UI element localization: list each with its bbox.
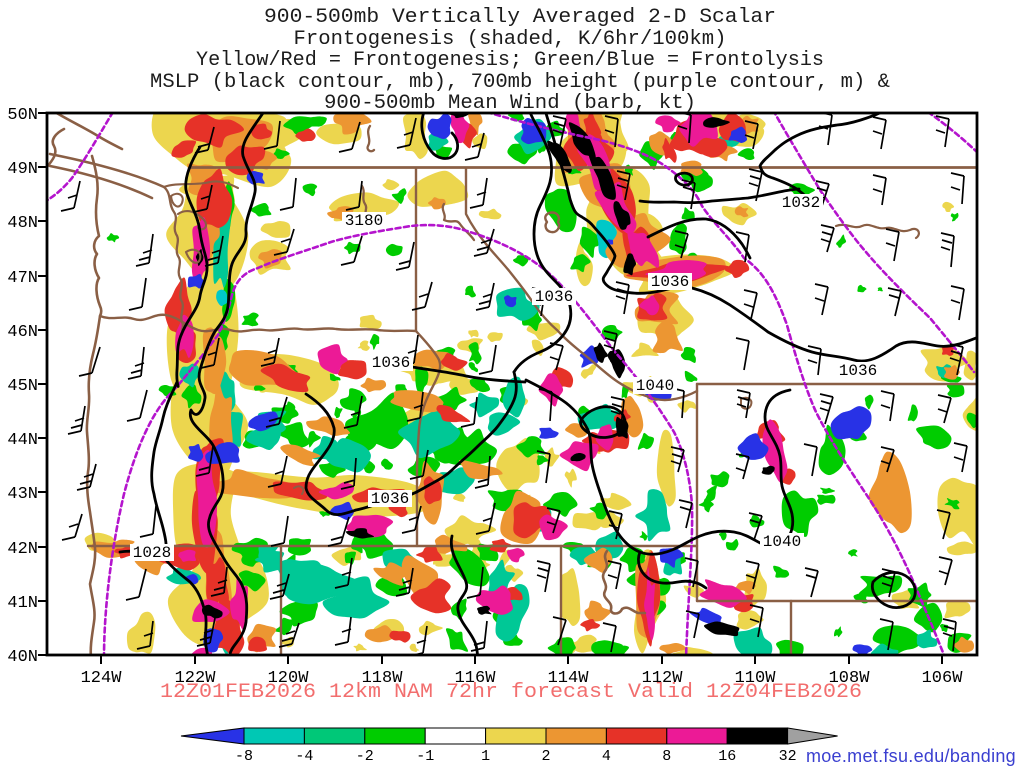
svg-text:16: 16 — [718, 748, 736, 765]
svg-text:1036: 1036 — [372, 354, 410, 372]
svg-text:8: 8 — [662, 748, 671, 765]
svg-text:-8: -8 — [235, 748, 253, 765]
svg-text:112W: 112W — [642, 669, 684, 688]
svg-text:118W: 118W — [362, 669, 404, 688]
svg-text:122W: 122W — [175, 669, 217, 688]
svg-text:moe.met.fsu.edu/banding: moe.met.fsu.edu/banding — [806, 746, 1016, 766]
svg-text:-1: -1 — [416, 748, 434, 765]
svg-text:-2: -2 — [356, 748, 374, 765]
svg-text:1040: 1040 — [636, 377, 674, 395]
svg-text:32: 32 — [779, 748, 797, 765]
svg-text:114W: 114W — [548, 669, 590, 688]
svg-text:900-500mb Vertically Averaged: 900-500mb Vertically Averaged 2-D Scalar — [264, 6, 776, 29]
svg-text:12Z01FEB2026 12km NAM 72hr for: 12Z01FEB2026 12km NAM 72hr forecast Vali… — [160, 681, 862, 704]
svg-text:1036: 1036 — [651, 273, 689, 291]
svg-text:116W: 116W — [455, 669, 497, 688]
svg-text:45N: 45N — [7, 377, 38, 396]
svg-text:1: 1 — [481, 748, 490, 765]
svg-text:1040: 1040 — [763, 533, 801, 551]
svg-text:110W: 110W — [735, 669, 777, 688]
svg-text:-4: -4 — [295, 748, 313, 765]
svg-text:40N: 40N — [7, 648, 38, 667]
svg-text:48N: 48N — [7, 214, 38, 233]
svg-text:Yellow/Red = Frontogenesis; G: Yellow/Red = Frontogenesis; Green/Blue =… — [196, 49, 824, 72]
svg-text:4: 4 — [602, 748, 611, 765]
svg-text:108W: 108W — [829, 669, 871, 688]
svg-text:43N: 43N — [7, 485, 38, 504]
svg-text:1036: 1036 — [371, 490, 409, 508]
svg-text:2: 2 — [541, 748, 550, 765]
svg-text:47N: 47N — [7, 269, 38, 288]
svg-text:1032: 1032 — [782, 194, 820, 212]
svg-text:120W: 120W — [268, 669, 310, 688]
svg-text:MSLP (black contour, mb), 700m: MSLP (black contour, mb), 700mb height (… — [150, 71, 890, 94]
svg-text:1036: 1036 — [535, 288, 573, 306]
svg-text:46N: 46N — [7, 323, 38, 342]
svg-text:1036: 1036 — [839, 362, 877, 380]
svg-text:106W: 106W — [922, 669, 964, 688]
svg-text:49N: 49N — [7, 160, 38, 179]
svg-text:3180: 3180 — [345, 212, 383, 230]
svg-text:41N: 41N — [7, 594, 38, 613]
svg-text:900-500mb Mean Wind (barb, kt): 900-500mb Mean Wind (barb, kt) — [324, 92, 696, 115]
svg-text:42N: 42N — [7, 540, 38, 559]
svg-text:44N: 44N — [7, 431, 38, 450]
svg-text:50N: 50N — [7, 106, 38, 125]
svg-text:124W: 124W — [81, 669, 123, 688]
svg-text:Frontogenesis (shaded, K/6hr/1: Frontogenesis (shaded, K/6hr/100km) — [294, 28, 727, 51]
svg-text:1028: 1028 — [133, 544, 171, 562]
